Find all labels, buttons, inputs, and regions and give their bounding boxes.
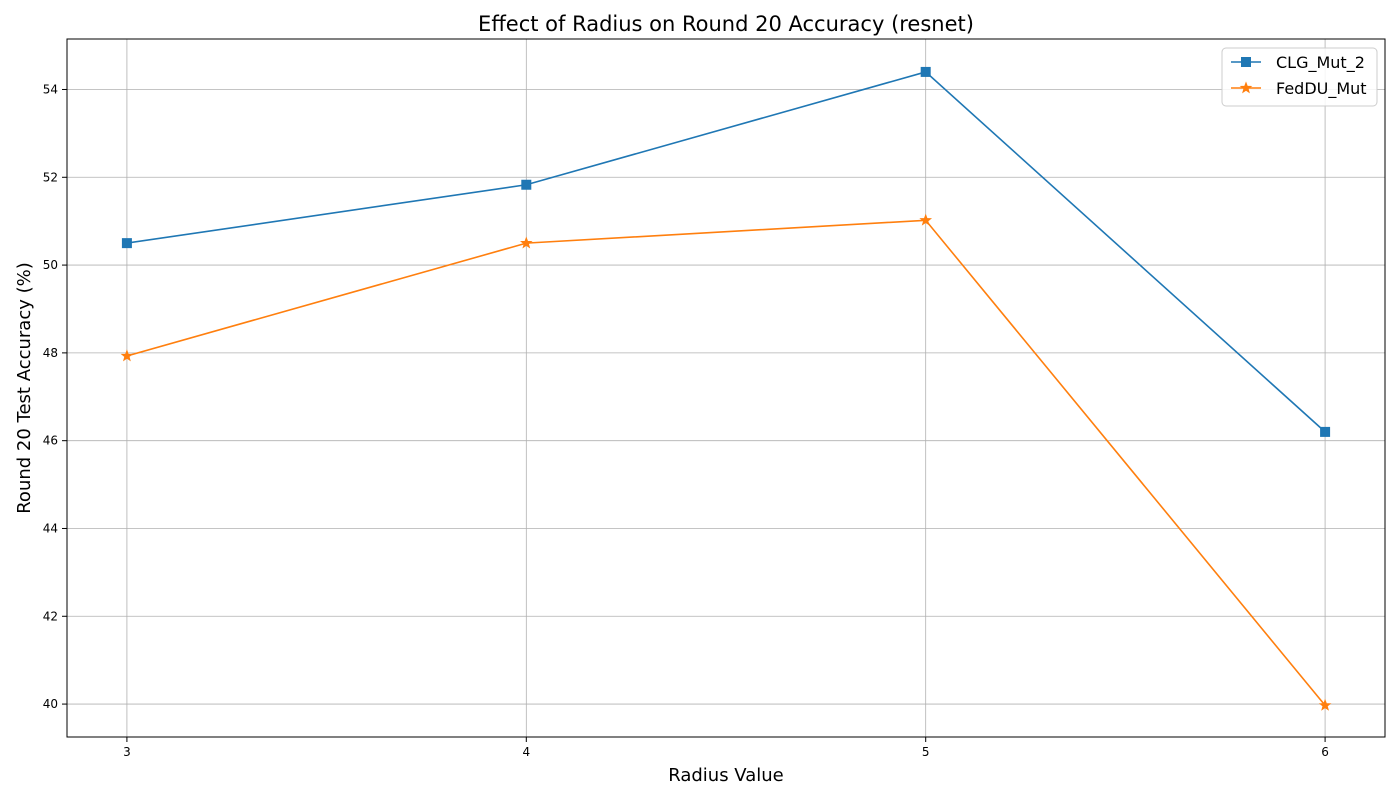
series-line [126, 219, 1326, 706]
series-feddu-mut [120, 213, 1332, 711]
data-point [1320, 426, 1331, 437]
axis-ticks: 3 4 5 6 40 42 44 46 48 50 52 54 [43, 82, 1329, 759]
data-point [521, 179, 532, 190]
legend-label: CLG_Mut_2 [1276, 53, 1365, 73]
legend-item: FedDU_Mut [1231, 79, 1367, 99]
y-tick-label: 44 [43, 521, 58, 535]
series-layer [120, 66, 1332, 711]
series-line [126, 71, 1326, 433]
data-point [120, 349, 134, 362]
grid-lines [67, 39, 1385, 737]
legend-marker [1239, 81, 1253, 94]
data-point [919, 213, 933, 226]
y-axis-title: Round 20 Test Accuracy (%) [14, 262, 35, 514]
y-tick-label: 50 [43, 258, 58, 272]
data-point [121, 238, 132, 249]
series-clg-mut-2 [121, 66, 1331, 437]
y-tick-label: 54 [43, 82, 58, 96]
data-point [519, 236, 533, 249]
x-axis-title: Radius Value [668, 765, 784, 786]
legend-marker [1241, 57, 1251, 67]
y-tick-label: 40 [43, 697, 58, 711]
legend-label: FedDU_Mut [1276, 79, 1367, 99]
x-tick-label: 4 [522, 745, 530, 759]
y-tick-label: 48 [43, 346, 58, 360]
data-point [920, 66, 931, 77]
data-point [1318, 698, 1332, 711]
chart-title: Effect of Radius on Round 20 Accuracy (r… [478, 12, 974, 36]
plot-area-frame [66, 38, 1386, 738]
x-tick-label: 3 [123, 745, 131, 759]
legend-item: CLG_Mut_2 [1231, 53, 1365, 73]
x-tick-label: 6 [1321, 745, 1329, 759]
x-tick-label: 5 [922, 745, 930, 759]
legend: CLG_Mut_2 FedDU_Mut [1221, 47, 1378, 107]
y-tick-label: 46 [43, 434, 58, 448]
y-tick-label: 42 [43, 609, 58, 623]
y-tick-label: 52 [43, 170, 58, 184]
